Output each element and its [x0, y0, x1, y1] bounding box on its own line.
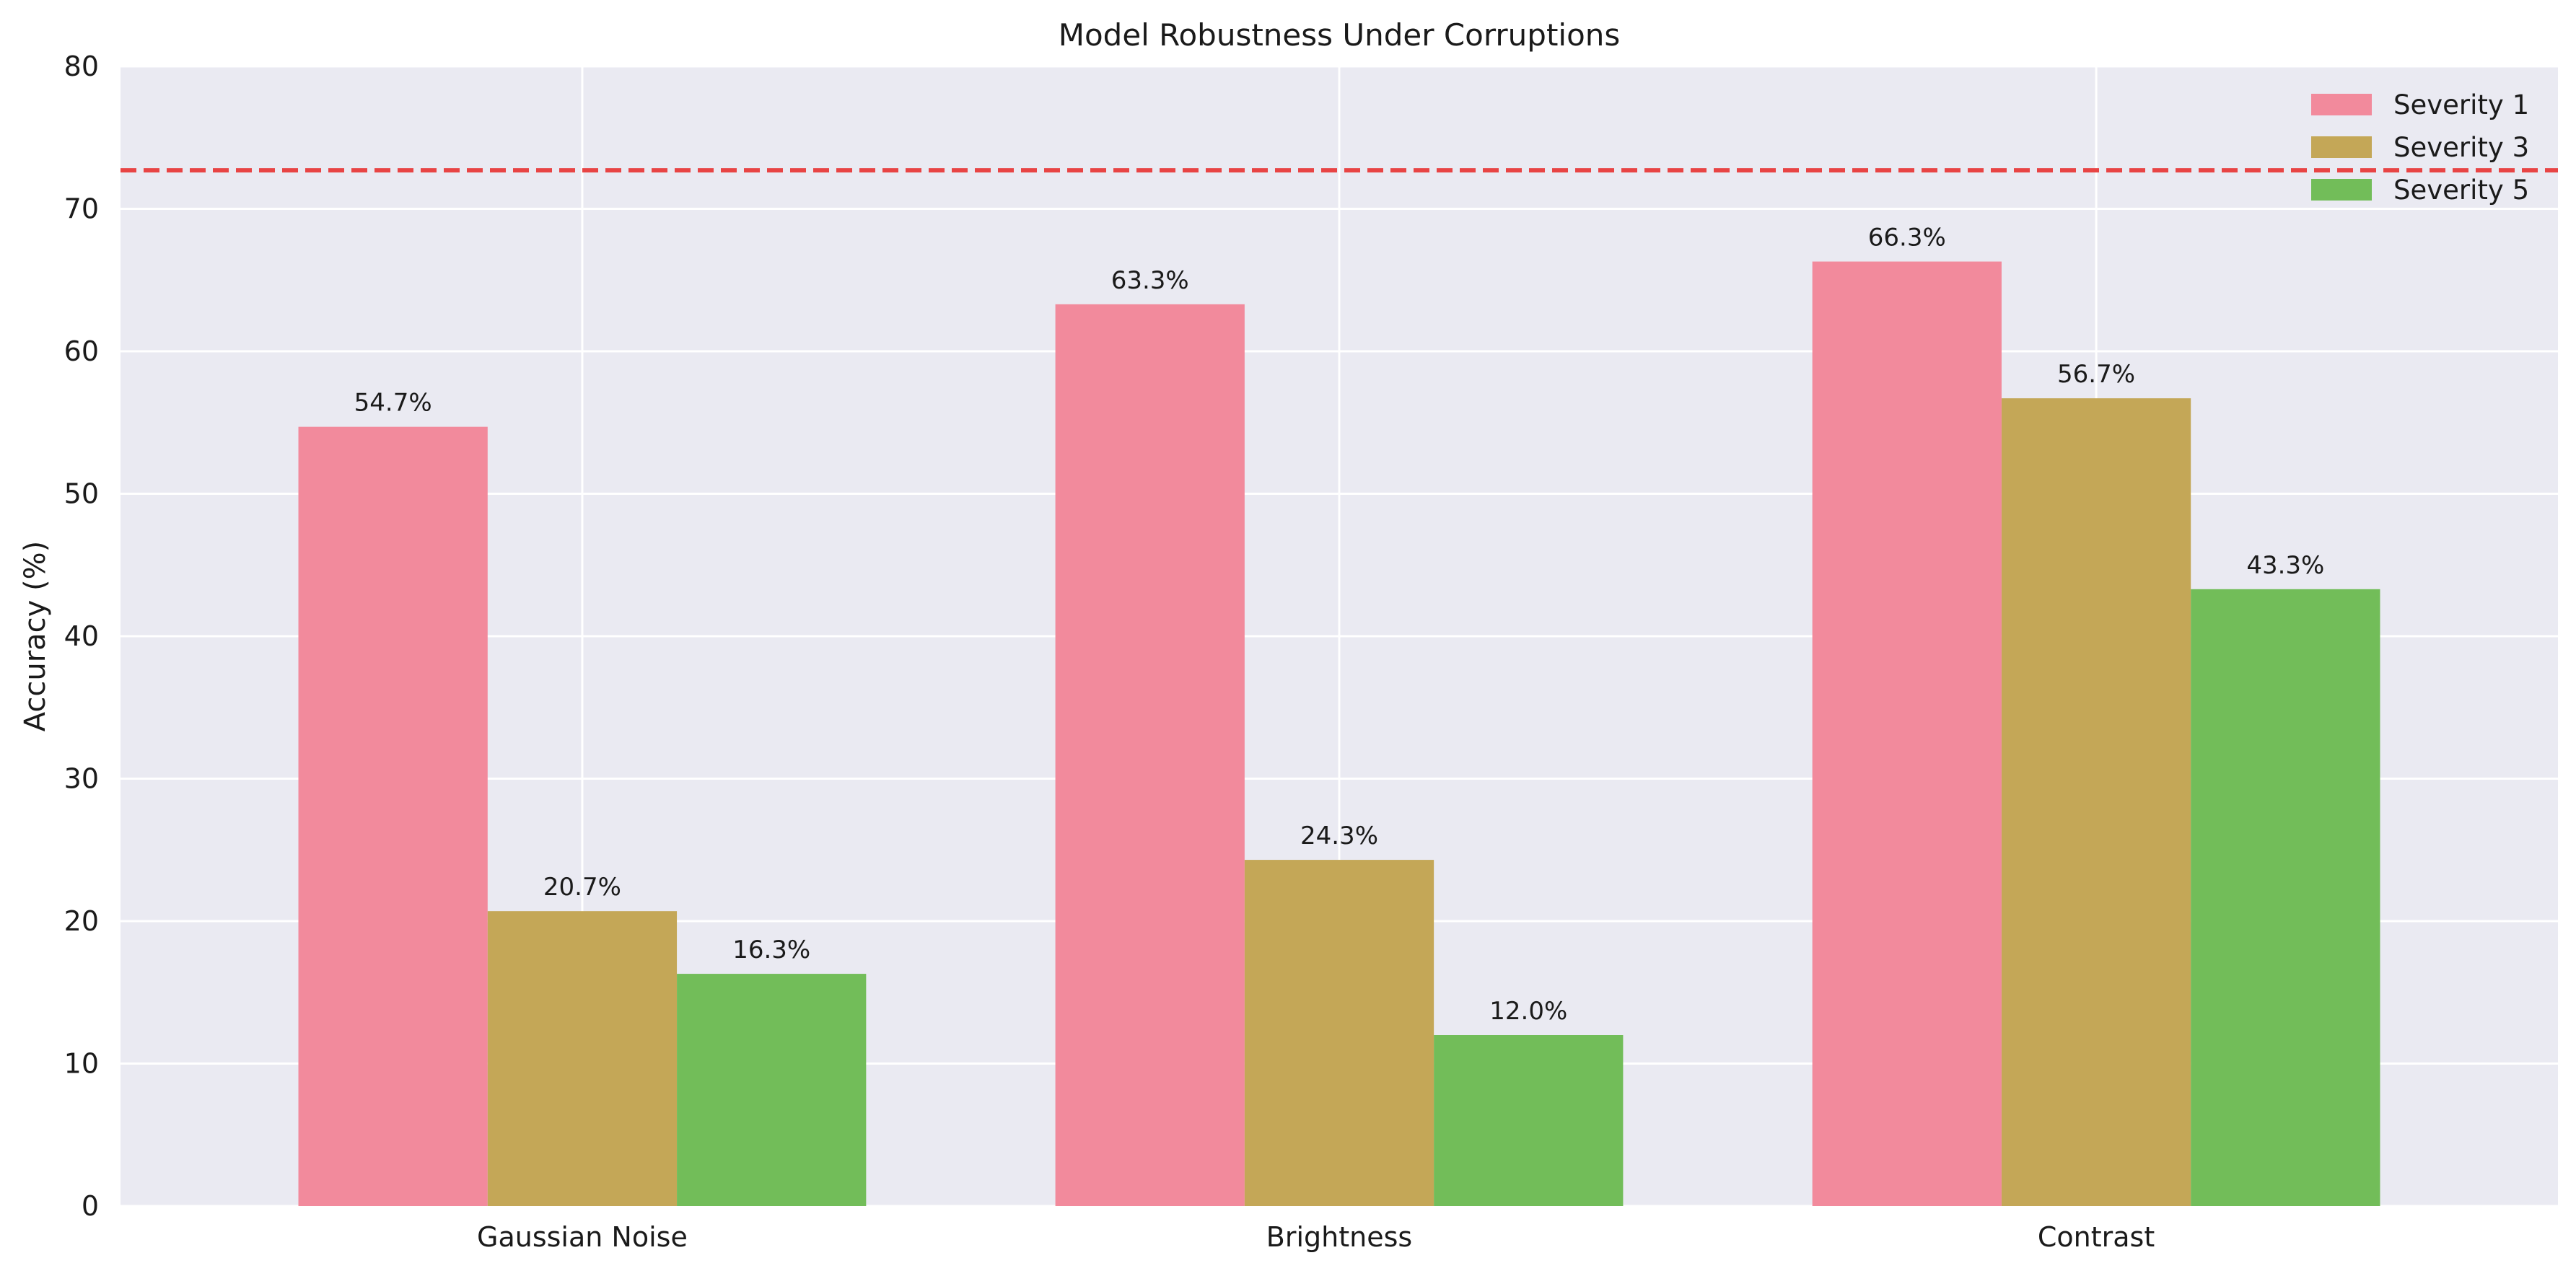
y-tick-label: 70 [64, 193, 99, 225]
bar-value-label: 20.7% [543, 873, 621, 902]
y-tick-label: 0 [82, 1190, 99, 1222]
bar-value-label: 43.3% [2246, 551, 2324, 580]
bar-value-label: 12.0% [1489, 997, 1567, 1026]
bar-value-label: 54.7% [354, 389, 432, 418]
y-tick-label: 80 [64, 50, 99, 82]
y-tick-label: 50 [64, 478, 99, 510]
bar [677, 974, 867, 1206]
y-axis-label: Accuracy (%) [19, 541, 52, 732]
bar-value-label: 63.3% [1111, 266, 1189, 295]
bar-value-label: 16.3% [732, 936, 810, 964]
bar [1812, 261, 2002, 1207]
bar [1434, 1035, 1624, 1206]
chart-title: Model Robustness Under Corruptions [1059, 17, 1621, 53]
bar [2001, 398, 2191, 1206]
legend-swatch [2311, 136, 2372, 158]
x-tick-label: Brightness [1266, 1221, 1412, 1253]
legend-swatch [2311, 179, 2372, 201]
data-labels: 54.7% 63.3% 66.3% 20.7% 24.3% 56.7% 16.3% 12.0%… [354, 224, 2325, 1026]
y-tick-label: 60 [64, 335, 99, 367]
legend-label: Severity 1 [2393, 89, 2529, 120]
bar-value-label: 24.3% [1300, 822, 1378, 850]
bar [1055, 304, 1245, 1207]
y-tick-label: 20 [64, 905, 99, 937]
bars [298, 261, 2380, 1207]
bar [487, 911, 678, 1206]
y-tick-label: 40 [64, 620, 99, 652]
legend-swatch [2311, 94, 2372, 115]
y-tick-label: 10 [64, 1048, 99, 1080]
bar [2191, 589, 2380, 1206]
bar-value-label: 66.3% [1868, 224, 1946, 252]
bar [298, 426, 488, 1206]
legend-label: Severity 3 [2393, 132, 2529, 163]
tick-labels: 0 10 20 30 40 50 60 70 80 Gaussian Noise Brightnes… [64, 50, 2155, 1253]
bar-value-label: 56.7% [2057, 360, 2135, 389]
x-tick-label: Gaussian Noise [477, 1221, 688, 1253]
legend-label: Severity 5 [2393, 175, 2529, 206]
legend: Severity 1 Severity 3 Severity 5 [2311, 89, 2529, 206]
bar [1244, 860, 1434, 1206]
x-tick-label: Contrast [2038, 1221, 2155, 1253]
y-tick-label: 30 [64, 763, 99, 795]
